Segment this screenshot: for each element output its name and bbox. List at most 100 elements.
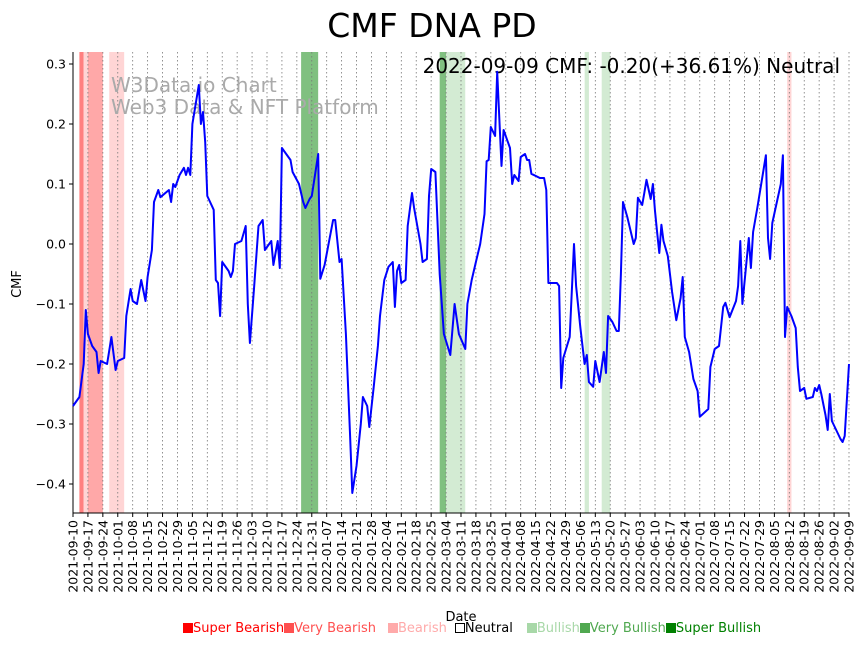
- x-tick-label: 2021-12-10: [260, 520, 275, 593]
- band-bearish: [787, 52, 792, 513]
- x-tick-label: 2022-04-22: [543, 520, 558, 593]
- x-tick-label: 2022-02-04: [379, 520, 394, 593]
- x-tick-label: 2021-11-12: [200, 520, 215, 593]
- x-tick-label: 2022-08-05: [767, 520, 782, 593]
- x-tick-label: 2021-10-15: [140, 520, 155, 593]
- band-bearish: [83, 52, 88, 513]
- x-tick-label: 2022-05-13: [588, 520, 603, 593]
- band-bullish: [584, 52, 589, 513]
- x-tick-label: 2022-09-09: [842, 520, 857, 593]
- x-tick-label: 2022-08-19: [797, 520, 812, 593]
- y-tick-label: 0.2: [46, 117, 66, 132]
- x-tick-label: 2022-01-21: [349, 520, 364, 593]
- x-tick-label: 2022-04-08: [513, 520, 528, 593]
- band-bullish: [601, 52, 611, 513]
- legend-item-very-bullish: Very Bullish: [579, 621, 666, 636]
- x-tick-label: 2022-04-15: [528, 520, 543, 593]
- x-tick-label: 2022-02-18: [409, 520, 424, 593]
- band-bullish: [446, 52, 466, 513]
- band-bearish: [109, 52, 125, 513]
- legend-swatch: [183, 623, 193, 633]
- x-tick-label: 2022-02-25: [424, 520, 439, 593]
- x-tick-label: 2022-06-10: [648, 520, 663, 593]
- x-tick-label: 2022-04-29: [558, 520, 573, 593]
- x-tick-label: 2022-01-14: [334, 520, 349, 593]
- x-tick-label: 2022-02-11: [394, 520, 409, 593]
- x-tick-label: 2022-03-04: [439, 520, 454, 593]
- legend-swatch: [579, 623, 590, 633]
- x-tick-label: 2022-05-27: [618, 520, 633, 593]
- x-tick-label: 2022-05-06: [573, 520, 588, 593]
- legend-label: Very Bearish: [294, 621, 376, 636]
- x-tick-label: 2021-10-29: [170, 520, 185, 593]
- legend-item-bearish: Bearish: [387, 621, 447, 636]
- x-tick-label: 2022-09-02: [827, 520, 842, 593]
- legend-swatch: [284, 623, 295, 633]
- y-tick-label: −0.1: [36, 297, 66, 312]
- x-tick-label: 2022-06-17: [662, 520, 677, 593]
- y-tick-label: 0.3: [46, 57, 66, 72]
- legend-item-very-bearish: Very Bearish: [284, 621, 376, 636]
- x-tick-label: 2022-06-03: [633, 520, 648, 593]
- y-tick-label: −0.3: [36, 417, 66, 432]
- x-tick-label: 2022-03-25: [483, 520, 498, 593]
- legend-swatch: [665, 623, 676, 633]
- legend-swatch: [526, 623, 537, 633]
- x-tick-label: 2022-04-01: [498, 520, 513, 593]
- x-tick-label: 2021-10-22: [155, 520, 170, 593]
- chart-title: CMF DNA PD: [327, 6, 537, 45]
- y-tick-label: −0.2: [36, 357, 66, 372]
- legend-item-neutral: Neutral: [454, 621, 513, 636]
- legend-label: Bearish: [397, 621, 447, 636]
- x-tick-label: 2021-12-03: [245, 520, 260, 593]
- x-tick-label: 2021-10-08: [125, 520, 140, 593]
- x-tick-label: 2022-07-15: [722, 520, 737, 593]
- legend-label: Bullish: [536, 621, 580, 636]
- x-tick-label: 2022-05-20: [603, 520, 618, 593]
- y-tick-label: −0.4: [36, 477, 66, 492]
- x-tick-label: 2021-11-05: [185, 520, 200, 593]
- watermark-text: W3Data.io Chart: [111, 73, 277, 97]
- y-tick-label: 0.0: [46, 237, 66, 252]
- x-tick-label: 2022-07-08: [707, 520, 722, 593]
- x-tick-label: 2021-11-26: [230, 520, 245, 593]
- x-tick-label: 2022-07-22: [737, 520, 752, 593]
- x-tick-label: 2022-07-01: [692, 520, 707, 593]
- legend-item-bullish: Bullish: [526, 621, 580, 636]
- band-super-bullish: [439, 52, 447, 513]
- legend-label: Super Bullish: [675, 621, 762, 636]
- legend-swatch: [454, 623, 465, 633]
- x-tick-label: 2022-07-29: [752, 520, 767, 593]
- y-tick-label: 0.1: [46, 177, 66, 192]
- x-tick-label: 2022-03-18: [468, 520, 483, 593]
- band-super-bearish: [79, 52, 84, 513]
- x-tick-label: 2022-01-28: [364, 520, 379, 593]
- x-tick-label: 2021-12-24: [289, 520, 304, 593]
- legend-item-super-bearish: Super Bearish: [183, 621, 284, 636]
- x-tick-label: 2021-11-19: [215, 520, 230, 593]
- x-tick-label: 2022-01-07: [319, 520, 334, 593]
- cmf-annotation: 2022-09-09 CMF: -0.20(+36.61%) Neutral: [423, 54, 840, 78]
- x-tick-label: 2021-09-17: [80, 520, 95, 593]
- legend: Super Bearish Very Bearish Bearish Neutral B…: [183, 621, 761, 636]
- legend-label: Neutral: [464, 621, 513, 636]
- band-super-bullish: [301, 52, 319, 513]
- y-axis-label: CMF: [10, 270, 25, 298]
- x-tick-label: 2021-12-17: [274, 520, 289, 593]
- x-tick-label: 2022-06-24: [677, 520, 692, 593]
- legend-label: Very Bullish: [589, 621, 666, 636]
- legend-swatch: [387, 623, 398, 633]
- x-tick-label: 2022-03-11: [454, 520, 469, 593]
- cmf-line: [72, 70, 850, 494]
- x-tick-label: 2021-09-10: [66, 520, 81, 593]
- watermark-text: Web3 Data & NFT Platform: [111, 95, 379, 119]
- legend-label: Super Bearish: [193, 621, 285, 636]
- legend-item-super-bullish: Super Bullish: [665, 621, 762, 636]
- x-tick-label: 2021-10-01: [110, 520, 125, 593]
- x-tick-label: 2021-09-24: [95, 520, 110, 593]
- band-very-bearish: [87, 52, 103, 513]
- x-tick-label: 2021-12-31: [304, 520, 319, 593]
- x-tick-label: 2022-08-26: [812, 520, 827, 593]
- x-axis-label: Date: [445, 610, 476, 625]
